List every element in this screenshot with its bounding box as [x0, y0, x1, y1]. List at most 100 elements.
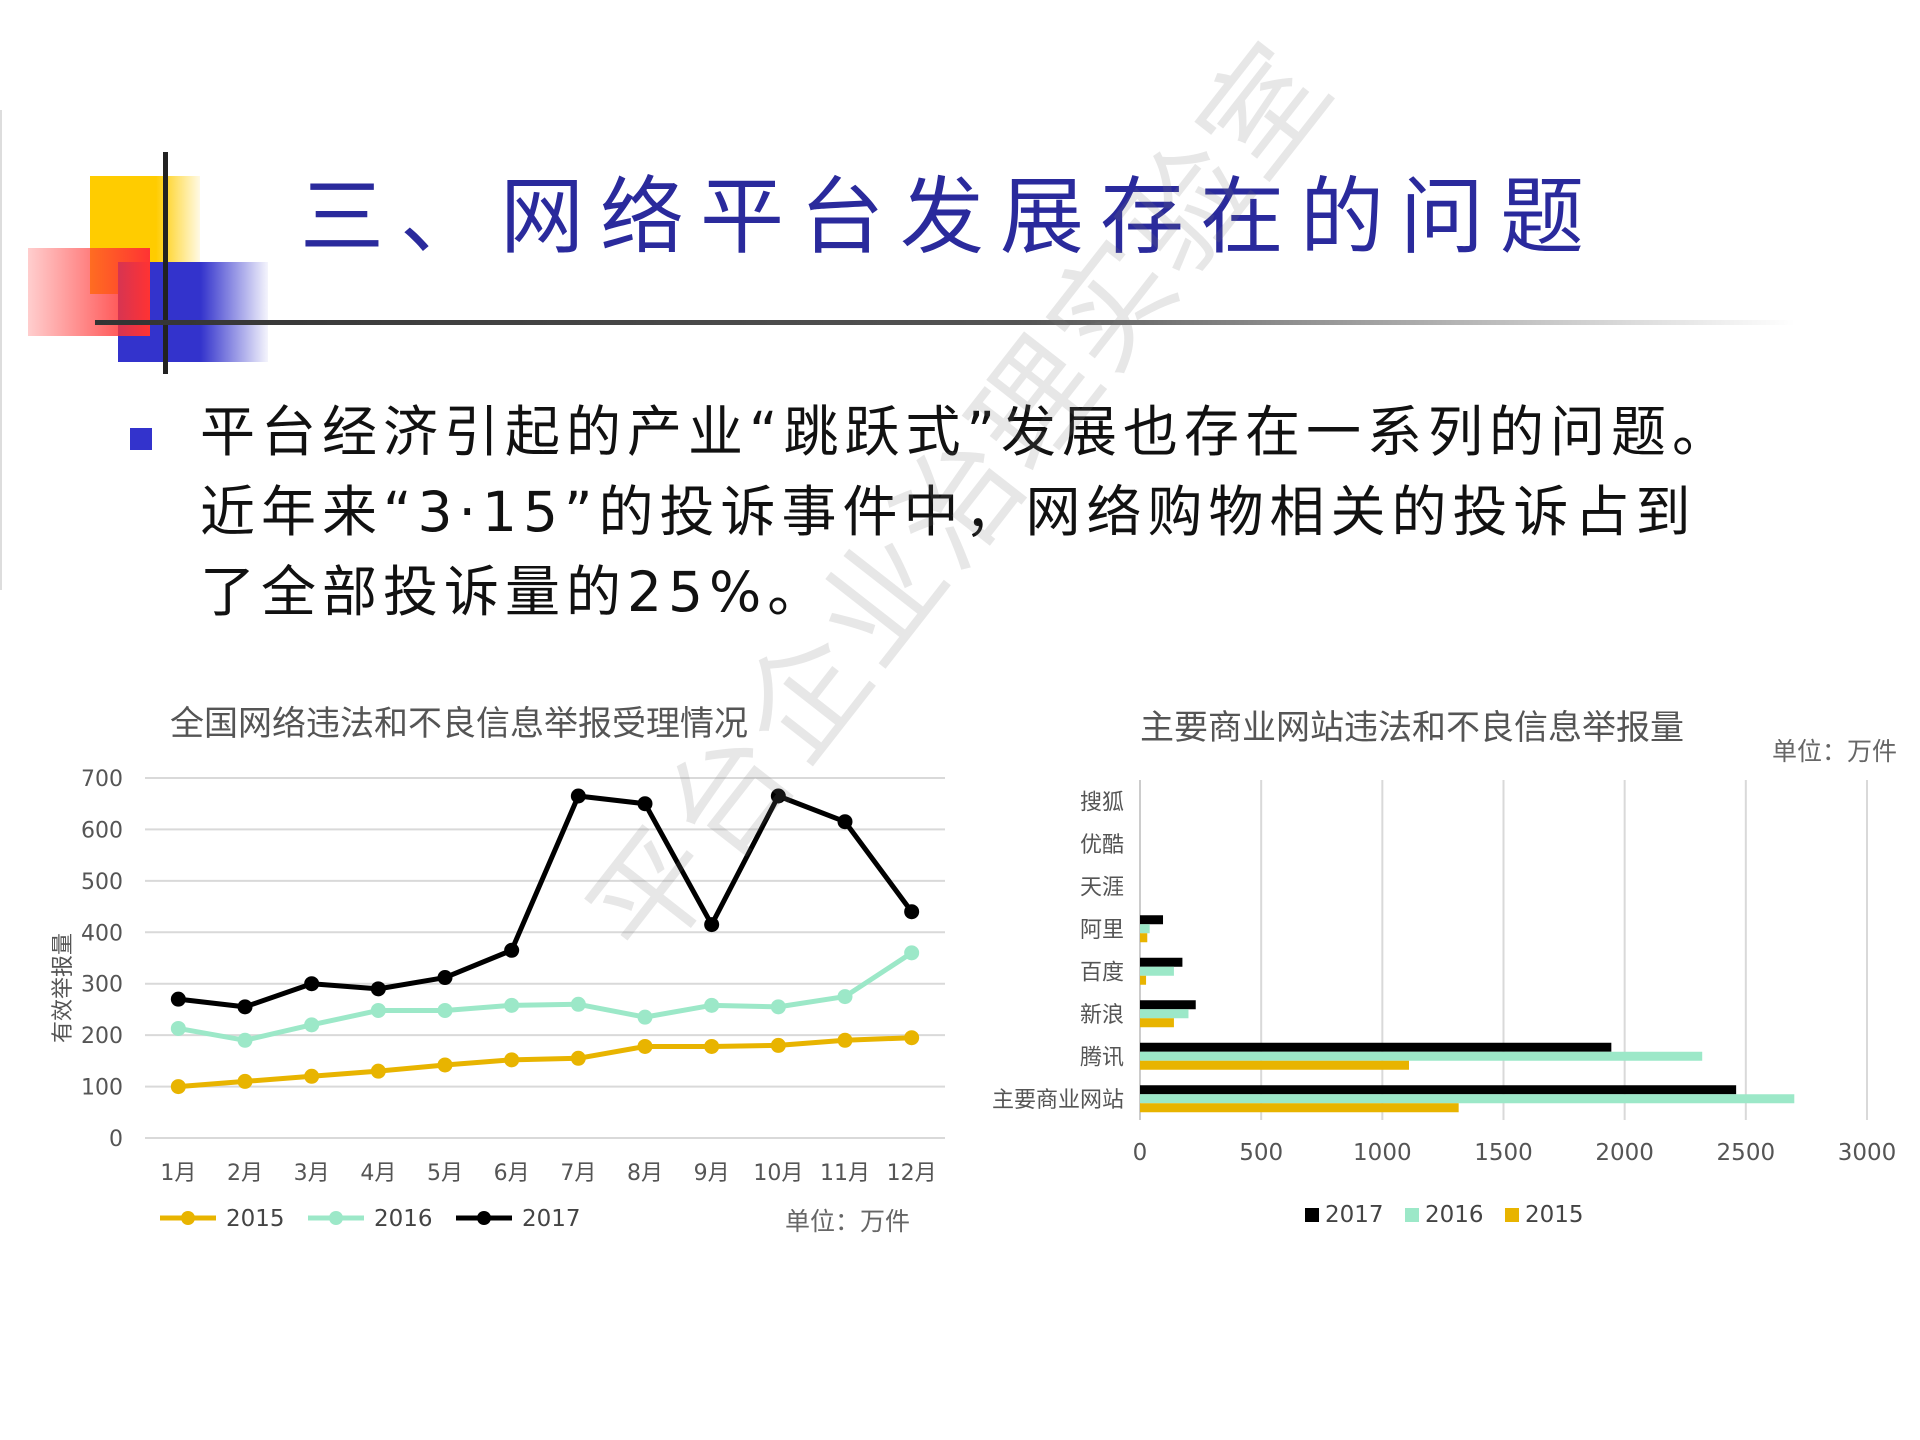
x-tick-label-3: 3月 [294, 1161, 330, 1186]
point-2015-9 [704, 1038, 720, 1054]
y-tick-label-700: 700 [81, 767, 123, 792]
deco-left-edge-line [0, 110, 2, 590]
point-2017-5 [437, 970, 453, 986]
legend-label-2016: 2016 [1425, 1202, 1484, 1228]
point-2017-4 [370, 981, 386, 997]
line-chart: 0 100 200 300 400 500 600 700 1月 2月 3月 4月 5月 6月 7月 8月 9月… [51, 767, 945, 1232]
x-tick-label-1000: 1000 [1353, 1140, 1412, 1166]
point-2017-9 [704, 917, 720, 933]
bar-2017-4 [1140, 915, 1164, 925]
point-2015-1 [170, 1079, 186, 1095]
x-tick-label-8: 8月 [627, 1161, 663, 1186]
bar-2017-7 [1140, 1042, 1612, 1052]
x-tick-label-2500: 2500 [1717, 1140, 1776, 1166]
legend-label-2016: 2016 [374, 1206, 433, 1232]
deco-vertical-line [163, 152, 168, 374]
x-tick-label-2000: 2000 [1595, 1140, 1654, 1166]
point-2016-8 [637, 1009, 653, 1025]
bar-2017-6 [1140, 1000, 1196, 1010]
legend-label-2015: 2015 [226, 1206, 285, 1232]
x-tick-label-7: 7月 [560, 1161, 596, 1186]
point-2015-3 [304, 1068, 320, 1084]
bar-2017-5 [1140, 957, 1183, 967]
bullet-square-icon [130, 428, 152, 450]
legend-label-2017: 2017 [1325, 1202, 1384, 1228]
point-2016-9 [704, 997, 720, 1013]
point-2016-1 [170, 1020, 186, 1036]
x-tick-label-5: 5月 [427, 1161, 463, 1186]
x-tick-label-0: 0 [1133, 1140, 1148, 1166]
point-2016-2 [237, 1032, 253, 1048]
point-2017-7 [570, 788, 586, 804]
legend-swatch-2017 [1305, 1208, 1319, 1222]
point-2016-7 [570, 996, 586, 1012]
point-2016-10 [770, 999, 786, 1015]
x-tick-label-2: 2月 [227, 1161, 263, 1186]
body-line-3: 了全部投诉量的25%。 [200, 560, 829, 624]
point-2015-5 [437, 1057, 453, 1073]
bar-2015-7 [1140, 1060, 1409, 1070]
bar-2015-8 [1140, 1103, 1459, 1113]
category-label-5: 百度 [1080, 960, 1124, 985]
bar-2016-8 [1140, 1094, 1795, 1104]
point-2017-11 [837, 814, 853, 830]
y-tick-label-100: 100 [81, 1076, 123, 1101]
point-2016-4 [370, 1002, 386, 1018]
legend-label-2017: 2017 [522, 1206, 581, 1232]
x-tick-label-11: 11月 [820, 1161, 870, 1186]
body-line-1: 平台经济引起的产业“跳跃式”发展也存在一系列的问题。 [200, 400, 1733, 464]
y-tick-label-400: 400 [81, 921, 123, 946]
point-2015-2 [237, 1073, 253, 1089]
category-label-1: 搜狐 [1080, 790, 1124, 815]
point-2015-10 [770, 1037, 786, 1053]
point-2015-11 [837, 1032, 853, 1048]
legend-swatch-2015 [1505, 1208, 1519, 1222]
bar-2015-5 [1140, 975, 1147, 985]
x-tick-label-1: 1月 [160, 1161, 196, 1186]
y-axis-label: 有效举报量 [51, 933, 76, 1043]
point-2017-8 [637, 796, 653, 812]
x-tick-label-4: 4月 [360, 1161, 396, 1186]
category-label-4: 阿里 [1080, 918, 1124, 943]
point-2015-12 [904, 1030, 920, 1046]
point-2016-12 [904, 945, 920, 961]
slide-title: 三、网络平台发展存在的问题 [300, 168, 1601, 266]
point-2017-1 [170, 991, 186, 1007]
point-2015-7 [570, 1050, 586, 1066]
x-tick-label-6: 6月 [494, 1161, 530, 1186]
point-2015-8 [637, 1038, 653, 1054]
y-tick-label-200: 200 [81, 1024, 123, 1049]
point-2017-3 [304, 976, 320, 992]
x-tick-label-1500: 1500 [1474, 1140, 1533, 1166]
bar-2016-5 [1140, 966, 1174, 976]
x-tick-label-9: 9月 [694, 1161, 730, 1186]
body-line-2: 近年来“3·15”的投诉事件中，网络购物相关的投诉占到 [200, 480, 1697, 544]
bar-chart: 0 500 1000 1500 2000 2500 3000 搜狐优酷天涯阿里百度新浪腾讯主要… [992, 780, 1897, 1228]
point-2017-6 [504, 942, 520, 958]
series-line-2017 [178, 793, 914, 1010]
bar-2016-4 [1140, 924, 1150, 934]
legend-swatch-2016 [1405, 1208, 1419, 1222]
legend-label-2015: 2015 [1525, 1202, 1584, 1228]
y-tick-label-0: 0 [109, 1127, 123, 1152]
bar-chart-title: 主要商业网站违法和不良信息举报量 [1140, 708, 1684, 748]
point-2016-5 [437, 1002, 453, 1018]
legend-marker-2017 [477, 1211, 491, 1225]
bar-2017-8 [1140, 1085, 1737, 1095]
series-line-2016 [177, 950, 914, 1043]
category-label-7: 腾讯 [1080, 1045, 1124, 1070]
line-chart-unit: 单位：万件 [785, 1207, 911, 1236]
y-tick-label-600: 600 [81, 818, 123, 843]
point-2017-2 [237, 999, 253, 1015]
deco-horizontal-line [95, 320, 1795, 325]
line-chart-title: 全国网络违法和不良信息举报受理情况 [170, 704, 748, 744]
legend-marker-2015 [181, 1211, 195, 1225]
y-tick-label-500: 500 [81, 870, 123, 895]
bar-2016-6 [1140, 1009, 1189, 1019]
bar-chart-unit: 单位：万件 [1772, 737, 1898, 766]
y-tick-label-300: 300 [81, 973, 123, 998]
point-2015-6 [504, 1052, 520, 1068]
point-2017-12 [904, 904, 920, 920]
x-tick-label-500: 500 [1239, 1140, 1283, 1166]
x-tick-label-3000: 3000 [1838, 1140, 1897, 1166]
